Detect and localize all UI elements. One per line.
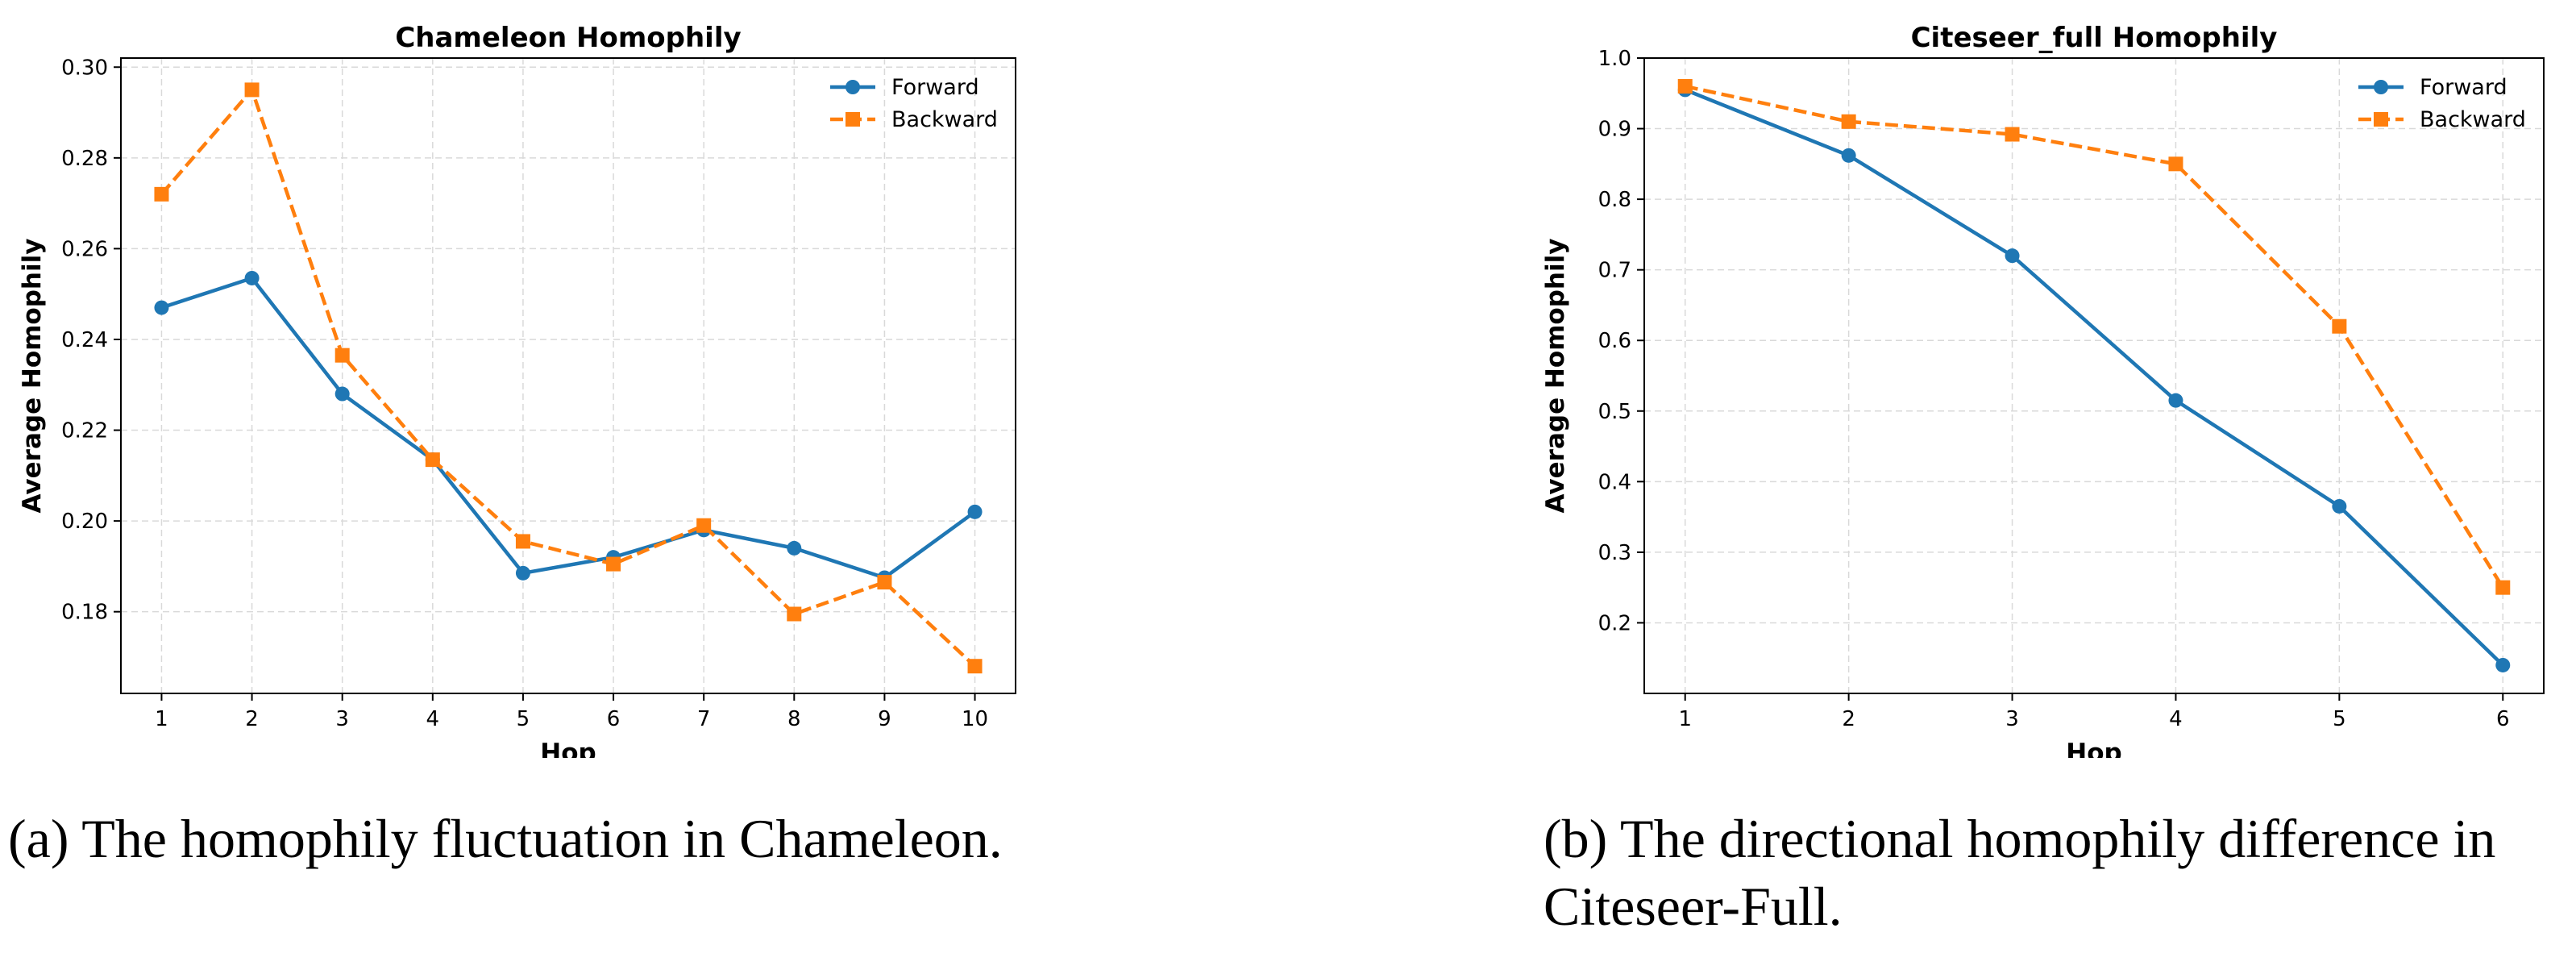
legend-label-backward: Backward <box>891 107 998 132</box>
data-point-forward <box>334 386 350 402</box>
x-tick-label: 9 <box>878 707 891 731</box>
x-tick-label: 6 <box>2496 707 2510 731</box>
data-point-forward <box>2332 498 2347 514</box>
x-tick-label: 1 <box>155 707 168 731</box>
x-tick-label: 4 <box>2169 707 2183 731</box>
x-tick-label: 5 <box>517 707 530 731</box>
data-point-forward <box>2168 393 2183 408</box>
chameleon-chart: Chameleon Homophily 1 2 3 4 5 6 7 8 9 10 0.18 0.20 0.… <box>18 22 1016 758</box>
series-line-backward <box>1685 84 2505 589</box>
y-tick-label: 0.24 <box>61 328 108 352</box>
y-tick-label: 0.26 <box>61 237 108 261</box>
data-point-backward <box>696 518 712 533</box>
plot-frame <box>1643 57 2545 694</box>
data-point-forward <box>2005 248 2020 264</box>
caption-b: (b) The directional homophily difference… <box>1544 808 2496 937</box>
y-tick-label: 0.3 <box>1598 541 1631 565</box>
x-tick-label: 7 <box>697 707 711 731</box>
data-point-backward <box>606 556 621 572</box>
y-tick-label: 1.0 <box>1598 47 1631 71</box>
data-point-forward <box>787 540 802 556</box>
data-point-backward <box>154 186 169 202</box>
y-tick-label: 0.20 <box>61 510 108 534</box>
y-tick-label: 0.5 <box>1598 400 1631 424</box>
data-point-backward <box>515 534 530 549</box>
x-tick-label: 2 <box>1842 707 1855 731</box>
data-point-backward <box>1841 114 1856 129</box>
chart-title: Chameleon Homophily <box>395 22 741 54</box>
y-tick-label: 0.4 <box>1598 470 1631 494</box>
y-tick-label: 0.28 <box>61 147 108 171</box>
y-tick-label: 0.9 <box>1598 118 1631 142</box>
citeseer-chart: Citeseer_full Homophily 1 2 3 4 5 6 0.2 0.3 0.4 0.… <box>1541 22 2545 758</box>
y-tick-label: 0.8 <box>1598 188 1631 212</box>
plot-frame <box>120 57 1016 694</box>
chart-title: Citeseer_full Homophily <box>1911 22 2278 54</box>
x-axis-label: Hop <box>2066 739 2121 758</box>
series-line-backward <box>160 88 977 668</box>
legend-marker-forward <box>2374 80 2388 94</box>
x-tick-label: 1 <box>1678 707 1692 731</box>
x-axis-label: Hop <box>540 739 596 758</box>
legend-marker-backward <box>2374 112 2388 127</box>
data-point-backward <box>1677 79 1693 94</box>
data-point-forward <box>2495 657 2511 672</box>
data-point-backward <box>877 575 892 590</box>
data-point-backward <box>2495 580 2511 595</box>
data-point-backward <box>2332 318 2347 334</box>
legend-label-backward: Backward <box>2420 107 2526 132</box>
x-tick-label: 8 <box>787 707 801 731</box>
data-point-backward <box>425 452 440 468</box>
data-point-backward <box>2005 127 2020 142</box>
series-line-forward <box>1684 88 2504 667</box>
x-tick-label: 10 <box>962 707 988 731</box>
y-tick-label: 0.7 <box>1598 259 1631 283</box>
x-tick-label: 4 <box>426 707 440 731</box>
data-point-forward <box>515 565 530 581</box>
data-point-backward <box>244 82 260 98</box>
legend-label-forward: Forward <box>891 75 979 100</box>
legend-marker-forward <box>846 80 860 94</box>
y-tick-label: 0.2 <box>1598 611 1631 635</box>
data-point-backward <box>334 348 350 363</box>
y-axis-label: Average Homophily <box>18 239 47 514</box>
x-tick-label: 6 <box>607 707 621 731</box>
data-point-forward <box>1841 148 1856 163</box>
x-tick-label: 5 <box>2333 707 2346 731</box>
y-tick-label: 0.18 <box>61 601 108 625</box>
y-tick-label: 0.22 <box>61 419 108 443</box>
x-tick-label: 2 <box>245 707 259 731</box>
x-tick-label: 3 <box>335 707 349 731</box>
y-tick-label: 0.6 <box>1598 329 1631 353</box>
data-point-backward <box>2168 156 2183 172</box>
data-point-forward <box>154 300 169 315</box>
data-point-forward <box>967 504 983 519</box>
data-point-forward <box>244 270 260 285</box>
x-tick-label: 3 <box>2005 707 2019 731</box>
y-tick-label: 0.30 <box>61 56 108 80</box>
series-line-forward <box>160 276 976 580</box>
data-point-backward <box>787 606 802 622</box>
legend-label-forward: Forward <box>2420 75 2507 100</box>
legend-marker-backward <box>846 112 860 127</box>
caption-a: (a) The homophily fluctuation in Chamele… <box>8 808 1003 869</box>
data-point-backward <box>967 659 983 674</box>
y-axis-label: Average Homophily <box>1541 239 1570 514</box>
